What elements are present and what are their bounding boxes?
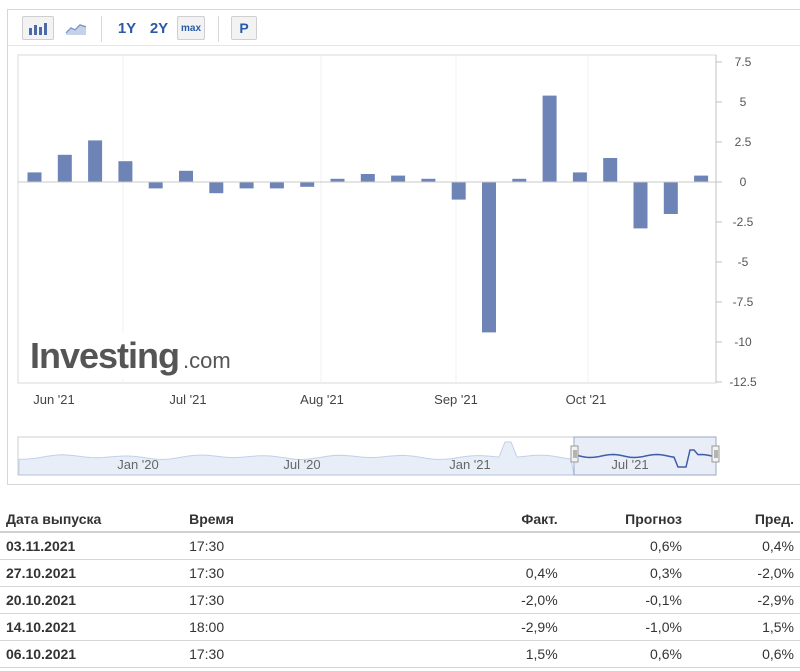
bar[interactable] bbox=[451, 182, 466, 200]
cell-actual: 0,4% bbox=[416, 559, 564, 587]
range-max-button[interactable]: max bbox=[177, 16, 205, 40]
bar[interactable] bbox=[148, 182, 163, 189]
y-tick-label: 7.5 bbox=[735, 55, 752, 69]
header-forecast[interactable]: Прогноз bbox=[563, 506, 688, 533]
table-row: 20.10.2021 17:30 -2,0% -0,1% -2,9% bbox=[0, 586, 800, 614]
bar[interactable] bbox=[239, 182, 254, 189]
bar[interactable] bbox=[360, 174, 375, 182]
navigator-left-handle[interactable] bbox=[570, 445, 579, 463]
cell-forecast: 0,6% bbox=[563, 532, 688, 560]
bar[interactable] bbox=[663, 182, 678, 214]
range-2y-button[interactable]: 2Y bbox=[149, 19, 169, 37]
cell-time: 17:30 bbox=[183, 532, 417, 560]
y-tick-label: -12.5 bbox=[729, 375, 757, 389]
y-tick-label: -2.5 bbox=[733, 215, 754, 229]
grid-lines bbox=[122, 55, 589, 382]
bar[interactable] bbox=[269, 182, 284, 189]
cell-date: 06.10.2021 bbox=[0, 640, 184, 668]
bar[interactable] bbox=[88, 140, 103, 182]
line-chart-button[interactable] bbox=[60, 16, 92, 40]
navigator-label: Jul '21 bbox=[611, 457, 648, 472]
bar[interactable] bbox=[300, 182, 315, 187]
cell-time: 17:30 bbox=[183, 559, 417, 587]
y-tick-label: 2.5 bbox=[735, 135, 752, 149]
bar[interactable] bbox=[391, 175, 406, 182]
investing-watermark-logo: Investing .com bbox=[20, 333, 250, 379]
x-tick-label: Jun '21 bbox=[33, 392, 75, 407]
y-axis: 7.5 5 2.5 0 -2.5 -5 -7.5 -10 -12.5 bbox=[18, 55, 757, 389]
bar[interactable] bbox=[633, 182, 648, 229]
line-chart-icon bbox=[65, 24, 87, 35]
table-header-row: Дата выпуска Время Факт. Прогноз Пред. bbox=[0, 506, 800, 533]
header-date[interactable]: Дата выпуска bbox=[0, 506, 184, 533]
x-axis: Jun '21 Jul '21 Aug '21 Sep '21 Oct '21 bbox=[33, 392, 606, 407]
history-table: Дата выпуска Время Факт. Прогноз Пред. 0… bbox=[0, 506, 800, 668]
header-time[interactable]: Время bbox=[183, 506, 417, 533]
cell-actual: -2,0% bbox=[416, 586, 564, 614]
bar[interactable] bbox=[603, 158, 618, 182]
cell-forecast: -1,0% bbox=[563, 613, 688, 641]
chart-svg: 7.5 5 2.5 0 -2.5 -5 -7.5 -10 -12.5 Jun '21 Jul '2… bbox=[17, 54, 757, 476]
table-row: 14.10.2021 18:00 -2,9% -1,0% 1,5% bbox=[0, 613, 800, 641]
navigator-label: Jan '21 bbox=[449, 457, 491, 472]
chart-panel: 1Y 2Y max P 7.5 5 2.5 0 -2.5 -5 -7.5 -10 -12.5 J… bbox=[7, 9, 800, 485]
bar[interactable] bbox=[482, 182, 496, 333]
bar-chart-icon bbox=[29, 23, 47, 35]
bar[interactable] bbox=[57, 154, 72, 182]
header-previous[interactable]: Пред. bbox=[687, 506, 800, 533]
table-row: 27.10.2021 17:30 0,4% 0,3% -2,0% bbox=[0, 559, 800, 587]
cell-forecast: -0,1% bbox=[563, 586, 688, 614]
bar-chart-button[interactable] bbox=[22, 16, 54, 40]
table-row: 06.10.2021 17:30 1,5% 0,6% 0,6% bbox=[0, 640, 800, 668]
cell-previous: 0,4% bbox=[687, 532, 800, 560]
cell-actual: 1,5% bbox=[416, 640, 564, 668]
navigator-label: Jul '20 bbox=[283, 457, 320, 472]
x-tick-label: Oct '21 bbox=[566, 392, 607, 407]
y-tick-label: -5 bbox=[738, 255, 749, 269]
cell-date: 27.10.2021 bbox=[0, 559, 184, 587]
bar[interactable] bbox=[572, 172, 587, 182]
bar[interactable] bbox=[421, 178, 436, 182]
x-tick-label: Sep '21 bbox=[434, 392, 478, 407]
cell-time: 17:30 bbox=[183, 640, 417, 668]
navigator-label: Jan '20 bbox=[117, 457, 159, 472]
svg-text:.com: .com bbox=[183, 348, 231, 373]
cell-time: 18:00 bbox=[183, 613, 417, 641]
p-button[interactable]: P bbox=[231, 16, 257, 40]
navigator-right-handle[interactable] bbox=[711, 445, 720, 463]
bar[interactable] bbox=[512, 178, 527, 182]
bar[interactable] bbox=[27, 172, 42, 182]
x-tick-label: Aug '21 bbox=[300, 392, 344, 407]
cell-previous: -2,9% bbox=[687, 586, 800, 614]
bar[interactable] bbox=[330, 178, 345, 182]
y-tick-label: 5 bbox=[740, 95, 747, 109]
bar[interactable] bbox=[118, 161, 133, 182]
cell-date: 20.10.2021 bbox=[0, 586, 184, 614]
cell-actual: -2,9% bbox=[416, 613, 564, 641]
x-tick-label: Jul '21 bbox=[169, 392, 206, 407]
bar[interactable] bbox=[209, 182, 224, 194]
cell-time: 17:30 bbox=[183, 586, 417, 614]
cell-previous: -2,0% bbox=[687, 559, 800, 587]
cell-previous: 1,5% bbox=[687, 613, 800, 641]
cell-actual bbox=[416, 532, 564, 560]
cell-forecast: 0,3% bbox=[563, 559, 688, 587]
bar[interactable] bbox=[179, 170, 193, 182]
cell-date: 14.10.2021 bbox=[0, 613, 184, 641]
header-actual[interactable]: Факт. bbox=[416, 506, 564, 533]
y-tick-label: 0 bbox=[740, 175, 747, 189]
chart-toolbar: 1Y 2Y max P bbox=[8, 10, 800, 46]
svg-text:Investing: Investing bbox=[30, 335, 179, 376]
cell-date: 03.11.2021 bbox=[0, 532, 184, 560]
y-tick-label: -7.5 bbox=[733, 295, 754, 309]
bar[interactable] bbox=[542, 95, 557, 182]
cell-previous: 0,6% bbox=[687, 640, 800, 668]
range-1y-button[interactable]: 1Y bbox=[117, 19, 137, 37]
bar[interactable] bbox=[694, 175, 709, 182]
navigator[interactable]: Jan '20 Jul '20 Jan '21 Jul '21 bbox=[17, 436, 720, 476]
y-tick-label: -10 bbox=[734, 335, 752, 349]
cell-forecast: 0,6% bbox=[563, 640, 688, 668]
bar-series bbox=[27, 95, 709, 333]
table-row: 03.11.2021 17:30 0,6% 0,4% bbox=[0, 532, 800, 560]
